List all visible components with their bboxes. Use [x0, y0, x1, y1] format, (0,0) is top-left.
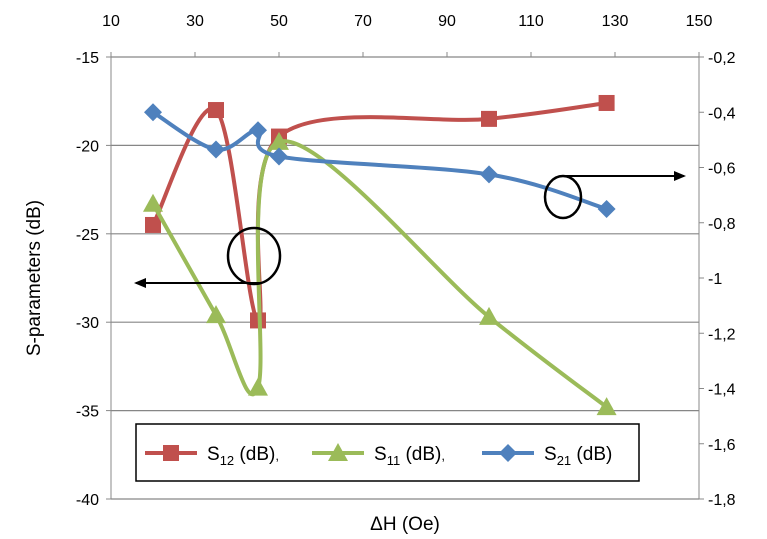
legend-entry: S21 (dB) [482, 444, 612, 468]
y-right-tick-label: -1,8 [708, 492, 736, 509]
legend-entry: S12 (dB), [145, 444, 279, 468]
indicator-circle-left [226, 226, 282, 286]
series-line [151, 110, 608, 211]
x-tick-label: 70 [354, 13, 372, 30]
x-tick-label: 50 [270, 13, 288, 30]
data-point [596, 397, 617, 416]
legend-swatch-marker [499, 444, 517, 462]
axis-ticks: 10 30 50 70 90 110 130 150 -40 -35 -30 -25 -20 -15 -1,… [76, 13, 736, 509]
y-right-tick-label: -1,2 [708, 326, 736, 343]
data-point [206, 305, 226, 324]
y-left-tick-label: -15 [76, 50, 99, 67]
data-point [480, 165, 498, 184]
y-right-tick-label: -0,8 [708, 216, 736, 233]
legend: S12 (dB), S11 (dB), S21 (dB) [135, 423, 640, 482]
legend-label: S21 (dB) [544, 444, 612, 468]
x-tick-label: 10 [102, 13, 120, 30]
right-axis-indicator [543, 171, 686, 220]
y-left-tick-label: -30 [76, 315, 99, 332]
data-point [270, 147, 288, 166]
y-left-tick-label: -25 [76, 227, 99, 244]
y-right-tick-label: -1,6 [708, 437, 736, 454]
data-point [269, 131, 289, 150]
series-diamond [144, 103, 616, 218]
data-point [144, 103, 162, 122]
x-tick-label: 150 [686, 13, 713, 30]
legend-entry: S11 (dB), [312, 443, 445, 468]
y-right-tick-label: -0,2 [708, 50, 736, 67]
y-left-tick-label: -40 [76, 492, 99, 509]
data-point [143, 193, 163, 212]
series-line [151, 139, 608, 409]
data-point [207, 140, 225, 159]
legend-box [135, 423, 640, 482]
x-axis-title: ΔH (Oe) [370, 514, 440, 535]
left-axis-indicator [134, 226, 282, 288]
y-right-tick-label: -1,4 [708, 382, 736, 399]
data-point [597, 199, 616, 218]
y-axis-title-left: S-parameters (dB) [24, 200, 45, 356]
series-layer [143, 94, 617, 416]
x-tick-label: 130 [602, 13, 629, 30]
data-point [479, 306, 499, 325]
series-triangle [143, 131, 617, 416]
legend-label: S11 (dB), [374, 444, 445, 468]
y-right-tick-label: -0,4 [708, 105, 736, 122]
y-left-tick-label: -35 [76, 404, 99, 421]
x-tick-label: 30 [186, 13, 204, 30]
legend-label: S12 (dB), [207, 444, 279, 468]
legend-swatch-marker [328, 443, 348, 461]
legend-swatch-marker [163, 445, 179, 461]
y-right-tick-label: -1 [708, 271, 722, 288]
x-tick-label: 110 [518, 13, 544, 30]
y-right-tick-label: -0,6 [708, 161, 736, 178]
data-point [208, 102, 224, 119]
data-point [481, 110, 497, 127]
y-left-tick-label: -20 [76, 138, 99, 155]
data-point [249, 121, 267, 140]
data-point [248, 377, 268, 396]
data-point [598, 94, 615, 111]
x-tick-label: 90 [438, 13, 456, 30]
data-point [145, 216, 161, 233]
